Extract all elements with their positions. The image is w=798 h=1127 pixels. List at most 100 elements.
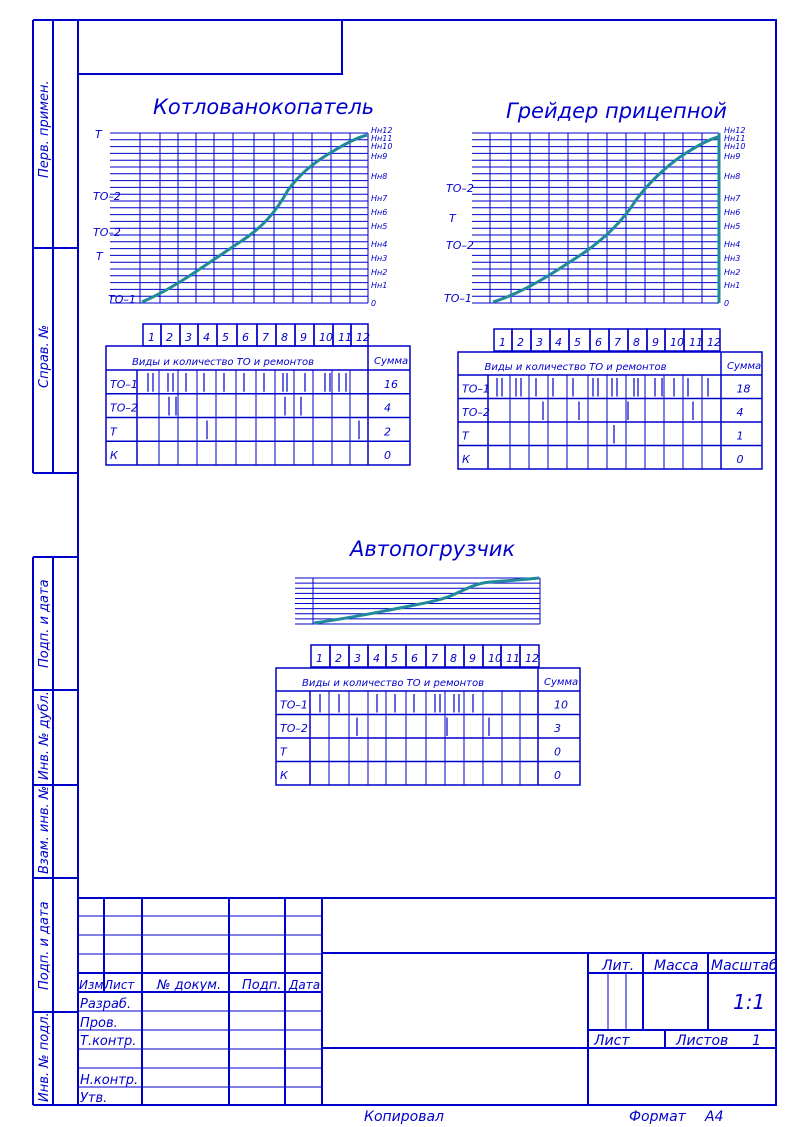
- sum-header: Сумма: [374, 356, 408, 367]
- month-cell: [701, 328, 721, 352]
- right-label: Нн12: [371, 126, 392, 135]
- diagram-title: Грейдер прицепной: [506, 99, 727, 123]
- sheet-frame: [77, 19, 777, 1106]
- month-label: 7: [614, 336, 621, 349]
- side-label: Перв. примен.: [37, 80, 52, 178]
- side-label: Инв. № подл.: [37, 1012, 52, 1102]
- row-label: К: [280, 769, 289, 782]
- month-label: 3: [354, 652, 361, 665]
- top-left-box: [77, 19, 343, 75]
- month-label: 12: [707, 336, 721, 349]
- row-label: ТО–1: [280, 699, 308, 712]
- row-label: ТО–1: [110, 378, 138, 391]
- right-label: Нн2: [724, 268, 740, 277]
- side-label: Подп. и дата: [37, 579, 52, 668]
- month-label: 2: [517, 336, 524, 349]
- operating-hours-curve: [141, 133, 368, 304]
- operating-hours-curve: [313, 576, 540, 625]
- right-label: Нн1: [371, 281, 387, 290]
- row-sum: 0: [384, 449, 391, 462]
- left-label: ТО–1: [444, 292, 472, 305]
- row-nkontr: Н.контр.: [80, 1073, 138, 1088]
- month-label: 12: [356, 331, 370, 344]
- month-label: 5: [574, 336, 581, 349]
- month-label: 6: [595, 336, 602, 349]
- month-label: 7: [262, 331, 269, 344]
- row-label: Т: [110, 425, 118, 438]
- masshtab-label: Масштаб: [711, 958, 778, 974]
- diagram-title: Котлованокопатель: [153, 95, 374, 119]
- right-label: 0: [724, 299, 729, 308]
- right-label: Нн3: [371, 254, 387, 263]
- month-strip: 1 2 3 4 5 6 7 8 9 10 11 12: [310, 644, 540, 668]
- maintenance-chart: [110, 132, 369, 304]
- row-label: ТО–1: [462, 383, 490, 396]
- month-label: 8: [633, 336, 640, 349]
- row-tkontr: Т.контр.: [80, 1034, 136, 1049]
- month-label: 10: [319, 331, 333, 344]
- diagram-greider: Грейдер прицепной ТО–2 Т ТО–2 ТО–1 Нн12Н…: [444, 99, 763, 470]
- row-label: ТО–2: [462, 406, 490, 419]
- operating-hours-curve: [492, 135, 719, 304]
- row-sum: 1: [737, 430, 744, 443]
- sum-header: Сумма: [544, 677, 578, 688]
- col-podp: Подп.: [242, 978, 281, 993]
- right-label: Нн5: [371, 222, 387, 231]
- month-label: 9: [469, 652, 476, 665]
- side-strip: Перв. примен. Справ. № Подп. и дата Инв.…: [32, 19, 78, 1106]
- month-label: 5: [222, 331, 229, 344]
- month-label: 8: [281, 331, 288, 344]
- copied-label: Копировал: [364, 1109, 444, 1125]
- diagram-kotlovanokopatel: Котлованокопатель Т ТО–2 ТО–2 Т ТО–1 Нн1…: [93, 95, 411, 466]
- row-label: Т: [462, 430, 470, 443]
- month-label: 7: [431, 652, 438, 665]
- row-sum: 4: [384, 402, 391, 415]
- right-label: Нн11: [724, 134, 745, 143]
- row-sum: 0: [554, 769, 561, 782]
- month-label: 1: [148, 331, 155, 344]
- right-label: Нн5: [724, 222, 740, 231]
- row-sum: 0: [737, 453, 744, 466]
- row-sum: 10: [554, 699, 568, 712]
- sheets-label: Листов: [675, 1033, 728, 1049]
- sum-header: Сумма: [727, 361, 761, 372]
- right-label: Нн7: [724, 194, 741, 203]
- month-label: 11: [338, 331, 352, 344]
- table-header: Виды и количество ТО и ремонтов: [132, 357, 314, 368]
- left-label: ТО–1: [108, 293, 136, 306]
- format-value: А4: [704, 1109, 723, 1125]
- month-label: 10: [488, 652, 502, 665]
- right-label: Нн4: [371, 240, 387, 249]
- left-label: ТО–2: [93, 190, 121, 203]
- month-strip: 1 2 3 4 5 6 7 8 9 10 11 12: [493, 328, 721, 352]
- row-label: ТО–2: [280, 722, 308, 735]
- month-label: 5: [391, 652, 398, 665]
- month-label: 9: [652, 336, 659, 349]
- row-sum: 16: [384, 378, 398, 391]
- right-label: Нн8: [371, 172, 387, 181]
- right-label: Нн9: [371, 152, 387, 161]
- left-labels: Т ТО–2 ТО–2 Т ТО–1: [93, 128, 136, 306]
- diagram-avtopogruzchik: Автопогрузчик 1 2 3 4 5 6 7 8 9 10 11 12 Виды и кол…: [275, 537, 581, 786]
- month-label: 10: [670, 336, 684, 349]
- month-label: 1: [499, 336, 506, 349]
- month-label: 4: [555, 336, 562, 349]
- month-label: 12: [525, 652, 539, 665]
- right-label: 0: [371, 299, 376, 308]
- month-cell: [519, 644, 540, 668]
- side-label: Взам. инв. №: [37, 786, 52, 874]
- left-label: Т: [96, 250, 104, 263]
- right-label: Нн12: [724, 126, 745, 135]
- row-sum: 4: [737, 406, 744, 419]
- sheet-label: Лист: [593, 1033, 630, 1049]
- table-frame: [275, 667, 581, 786]
- title-block: Изм. Лист № докум. Подп. Дата Разраб. Пр…: [78, 897, 778, 1106]
- month-label: 1: [316, 652, 323, 665]
- right-label: Нн4: [724, 240, 740, 249]
- maintenance-table: Виды и количество ТО и ремонтов Сумма ТО–1…: [105, 345, 411, 466]
- row-prov: Пров.: [80, 1016, 118, 1031]
- right-label: Нн11: [371, 134, 392, 143]
